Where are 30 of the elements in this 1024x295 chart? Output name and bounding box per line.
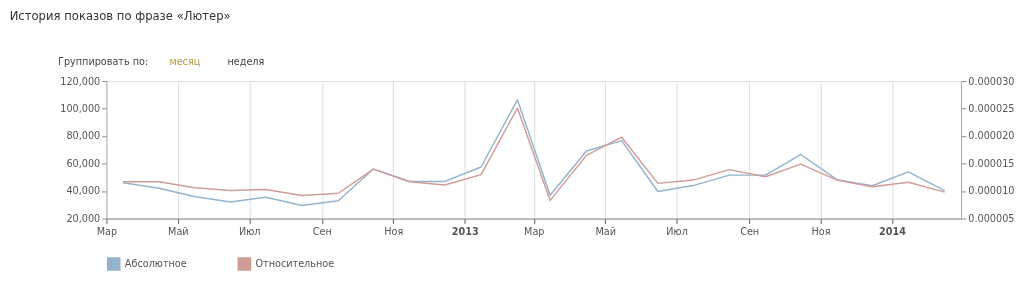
x-tick-label: 2013 [451,226,479,238]
x-tick-label: Май [595,226,616,238]
y2-tick-label: 0.000020 [968,130,1015,142]
y2-tick-label: 0.000025 [968,103,1015,114]
x-tick-label: Июл [666,226,688,238]
x-tick-label: Май [168,226,189,238]
y-tick-label: 120,000 [60,75,101,87]
chart-title: История показов по фразе «Лютер» [9,9,231,24]
x-tick-label: Ноя [384,226,404,238]
y2-tick-label: 0.000005 [968,212,1015,224]
y2-tick-label: 0.000030 [968,75,1015,87]
x-tick-label: Мар [96,226,118,238]
x-tick-label: Июл [239,226,261,238]
y-tick-label: 40,000 [66,185,101,197]
text: месяц [169,55,201,67]
legend-label: Относительное [255,257,335,269]
y-tick-label: 80,000 [66,130,101,142]
x-tick-label: Ноя [811,226,831,238]
y-tick-label: 20,000 [66,212,101,224]
x-tick-label: Сен [740,226,760,238]
x-tick-label: 2014 [879,226,907,238]
y2-tick-label: 0.000010 [968,185,1015,197]
x-tick-label: Мар [524,226,545,238]
y2-tick-label: 0.000015 [968,157,1015,169]
x-tick-label: Сен [312,226,332,238]
text: Группировать по: [58,55,149,67]
y-tick-label: 100,000 [60,103,101,114]
text: неделя [227,55,265,67]
legend-label: Абсолютное [124,257,187,269]
y-tick-label: 60,000 [66,157,101,169]
